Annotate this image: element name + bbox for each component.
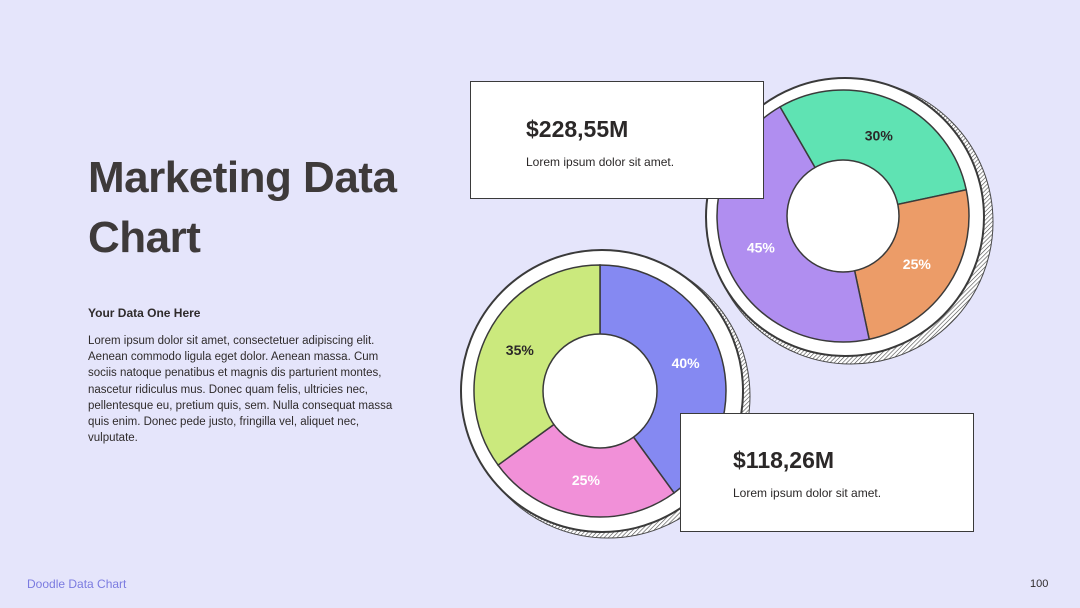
callout-bottom-amount: $118,26M (733, 447, 835, 473)
chart-2-label-2: 25% (572, 472, 601, 488)
callout-bottom: $118,26M Lorem ipsum dolor sit amet. (680, 413, 974, 532)
callout-bottom-text: Lorem ipsum dolor sit amet. (733, 486, 882, 500)
chart-top-hole (786, 159, 900, 273)
chart-1-label-3: 45% (747, 240, 776, 256)
chart-bottom-hole (542, 333, 658, 449)
body-paragraph: Lorem ipsum dolor sit amet, consectetuer… (88, 335, 393, 445)
callout-top: $228,55M Lorem ipsum dolor sit amet. (470, 81, 764, 199)
donut-chart-top: 30% 25% 45% (705, 77, 994, 365)
chart-1-label-1: 30% (865, 128, 894, 144)
callout-top-text: Lorem ipsum dolor sit amet. (526, 155, 675, 169)
chart-1-label-2: 25% (903, 256, 932, 272)
chart-2-slice-2 (497, 389, 676, 518)
donut-chart-bottom: 40% 25% 35% (460, 249, 751, 539)
slide-title: Marketing Data Chart (88, 153, 397, 262)
page-number: 100 (1030, 578, 1049, 590)
chart-2-slice-3 (473, 264, 601, 467)
callout-top-amount: $228,55M (526, 116, 629, 142)
chart-2-label-3: 35% (506, 342, 535, 358)
footer-label: Doodle Data Chart (27, 577, 127, 591)
chart-2-label-1: 40% (672, 355, 701, 371)
data-subheading: Your Data One Here (88, 306, 201, 320)
